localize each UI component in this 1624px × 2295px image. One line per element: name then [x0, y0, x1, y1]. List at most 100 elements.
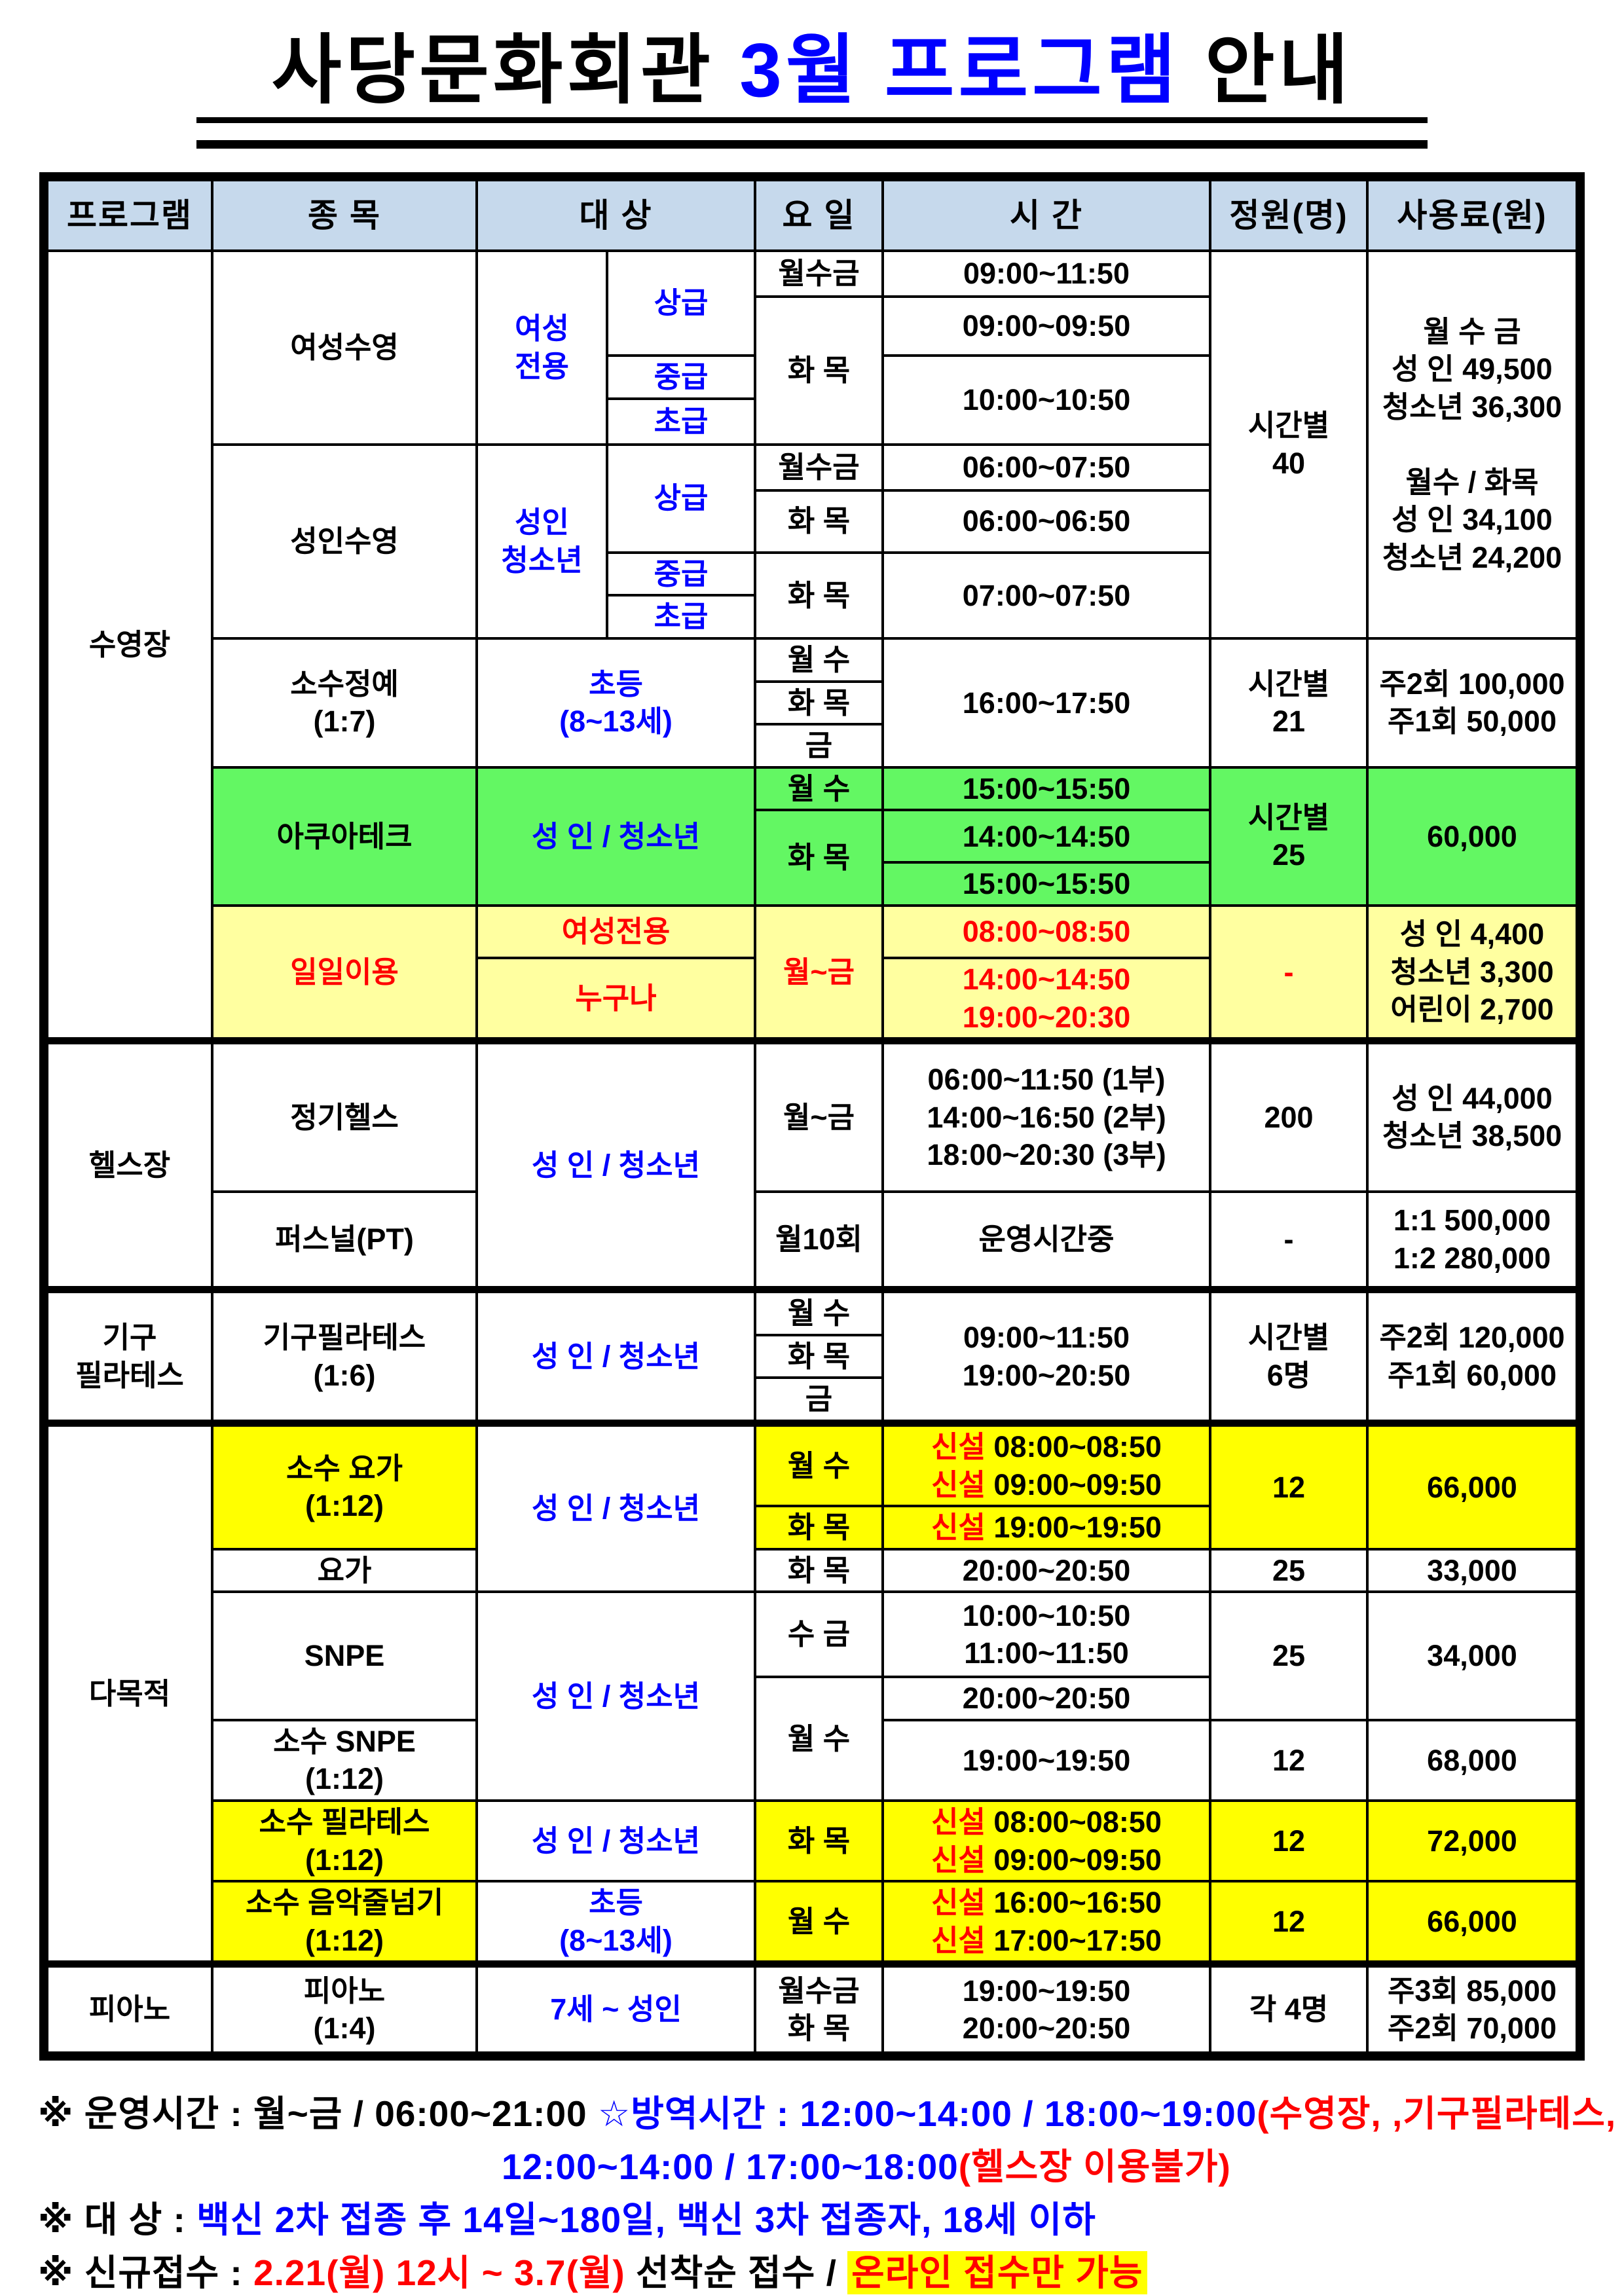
cell-item: 소수 필라테스 (1:12)	[211, 1799, 478, 1883]
cell-target: 성 인 / 청소년	[475, 765, 756, 907]
footer-notes: ※ 운영시간 : 월~금 / 06:00~21:00 ☆방역시간 : 12:00…	[38, 2095, 1624, 2295]
table-row: 15:00~15:50	[44, 861, 1580, 907]
table-row: 금	[44, 1376, 1580, 1425]
cell-days: 월수금	[754, 249, 884, 299]
cell-fee: 1:1 500,000 1:2 280,000	[1366, 1190, 1581, 1291]
note-segment: ※ 신규접수 :	[38, 2252, 254, 2293]
cell-item: 일일이용	[211, 904, 478, 1042]
cell-fee: 72,000	[1366, 1799, 1581, 1883]
cell-fee: 주2회 100,000 주1회 50,000	[1366, 636, 1581, 769]
cell-fee: 주2회 120,000 주1회 60,000	[1366, 1286, 1581, 1425]
table-row: 중급 화 목 07:00~07:50	[44, 551, 1580, 640]
cell-days: 화 목	[754, 1505, 884, 1551]
table-row: 요가 화 목 20:00~20:50 25 33,000	[44, 1547, 1581, 1594]
title-segment: 사당문화회관	[271, 28, 740, 113]
column-header: 시 간	[881, 175, 1211, 253]
cell-item: 정기헬스	[211, 1037, 478, 1193]
title-underline	[196, 117, 1428, 149]
cell-days: 화 목	[754, 295, 884, 446]
cell-target: 초등 (8~13세)	[475, 636, 756, 769]
cell-time: 07:00~07:50	[881, 551, 1211, 640]
cell-level: 상급	[606, 249, 756, 358]
cell-item: 소수 음악줄넘기 (1:12)	[211, 1880, 478, 1966]
note-line: ※ 신규접수 : 2.21(월) 12시 ~ 3.7(월) 선착순 접수 / 온…	[38, 2250, 1624, 2294]
cell-capacity: 시간별 6명	[1209, 1286, 1369, 1425]
cell-item: 기구필라테스 (1:6)	[211, 1286, 478, 1425]
cell-item: 소수 SNPE (1:12)	[211, 1718, 478, 1803]
cell-item: SNPE	[211, 1590, 478, 1721]
cell-program: 헬스장	[43, 1037, 213, 1291]
cell-time: 19:00~19:50	[881, 1718, 1211, 1803]
page-title: 사당문화회관 3월 프로그램 안내	[272, 25, 1353, 116]
cell-time: 신설 08:00~08:50 신설 09:00~09:50	[881, 1799, 1211, 1883]
cell-fee: 66,000	[1366, 1880, 1581, 1966]
cell-time: 19:00~19:50 20:00~20:50	[881, 1960, 1211, 2057]
title-segment: 3월 프로그램	[739, 28, 1180, 113]
cell-time: 09:00~11:50	[881, 249, 1211, 299]
cell-time: 09:00~11:50 19:00~20:50	[881, 1286, 1211, 1425]
cell-item: 퍼스널(PT)	[211, 1190, 478, 1291]
column-header: 요 일	[754, 175, 884, 253]
cell-target: 7세 ~ 성인	[475, 1960, 756, 2057]
cell-days: 월 수	[754, 1676, 884, 1803]
note-line: ※ 운영시간 : 월~금 / 06:00~21:00 ☆방역시간 : 12:00…	[38, 2095, 1624, 2132]
cell-time: 08:00~08:50	[881, 904, 1211, 959]
cell-level: 상급	[606, 443, 756, 554]
cell-days: 월수금 화 목	[754, 1960, 884, 2057]
cell-level: 중급	[606, 354, 756, 400]
column-header: 대 상	[475, 175, 756, 253]
table-row: 화 목 06:00~06:50	[44, 488, 1580, 554]
cell-item: 요가	[211, 1547, 478, 1594]
cell-capacity: 시간별 25	[1209, 765, 1369, 907]
table-row: 소수 음악줄넘기 (1:12) 초등 (8~13세) 월 수 신설 16:00~16:50…	[44, 1880, 1581, 1966]
cell-capacity: -	[1209, 1190, 1369, 1291]
table-row: 누구나 14:00~14:50 19:00~20:30	[44, 956, 1580, 1042]
table-row: 기구 필라테스 기구필라테스 (1:6) 성 인 / 청소년 월 수 09:00~11:50…	[43, 1286, 1581, 1425]
cell-time: 신설 08:00~08:50 신설 09:00~09:50	[881, 1419, 1211, 1508]
cell-fee: 66,000	[1366, 1419, 1581, 1551]
table-row: 화 목 신설 19:00~19:50	[44, 1505, 1580, 1551]
cell-fee: 33,000	[1366, 1547, 1581, 1594]
table-row: 소수정예 (1:7) 초등 (8~13세) 월 수 16:00~17:50 시간별 21 주2회…	[44, 636, 1581, 769]
cell-days: 화 목	[754, 1547, 884, 1594]
cell-capacity: 12	[1209, 1419, 1369, 1551]
cell-program: 수영장	[43, 249, 213, 1042]
cell-days: 월 수	[754, 1419, 884, 1508]
cell-item: 피아노 (1:4)	[211, 1960, 478, 2057]
table-row: 아쿠아테크 성 인 / 청소년 월 수 15:00~15:50 시간별 25 60,000	[44, 765, 1581, 907]
note-segment: 선착순 접수 /	[625, 2252, 848, 2293]
cell-fee: 주3회 85,000 주2회 70,000	[1366, 1960, 1581, 2057]
note-segment: 2.21(월) 12시 ~ 3.7(월)	[253, 2252, 625, 2293]
cell-days: 월10회	[754, 1190, 884, 1291]
cell-capacity: -	[1209, 904, 1369, 1042]
note-segment: 온라인 접수만 가능	[847, 2250, 1147, 2294]
table-row: 다목적 소수 요가 (1:12) 성 인 / 청소년 월 수 신설 08:00~08:50…	[43, 1419, 1581, 1966]
note-segment: ※ 대 상 :	[38, 2199, 197, 2240]
cell-time: 16:00~17:50	[881, 636, 1211, 769]
cell-time: 15:00~15:50	[881, 765, 1211, 812]
table-row: 소수 필라테스 (1:12) 성 인 / 청소년 화 목 신설 08:00~08:50 신…	[44, 1799, 1581, 1883]
cell-capacity: 12	[1209, 1718, 1369, 1803]
table-row: 화 목	[44, 680, 1580, 726]
cell-capacity: 시간별 40	[1209, 249, 1369, 640]
cell-days: 화 목	[754, 1333, 884, 1380]
cell-item: 여성수영	[211, 249, 478, 446]
cell-target: 성 인 / 청소년	[475, 1590, 756, 1803]
cell-time: 신설 19:00~19:50	[881, 1505, 1211, 1551]
cell-capacity: 25	[1209, 1590, 1369, 1721]
cell-days: 월 수	[754, 1880, 884, 1966]
note-line: ※ 대 상 : 백신 2차 접종 후 14일~180일, 백신 3차 접종자, …	[38, 2199, 1624, 2240]
cell-days: 금	[754, 723, 884, 769]
cell-item: 소수 요가 (1:12)	[211, 1419, 478, 1551]
table-row: 초급	[44, 397, 1580, 446]
cell-days: 수 금	[754, 1590, 884, 1679]
table-row: 소수 SNPE (1:12) 19:00~19:50 12 68,000	[44, 1718, 1581, 1803]
cell-fee: 60,000	[1366, 765, 1581, 907]
table-row: 초급	[44, 594, 1580, 640]
cell-program: 다목적	[43, 1419, 213, 1966]
cell-item: 성인수영	[211, 443, 478, 640]
cell-capacity: 12	[1209, 1880, 1369, 1966]
